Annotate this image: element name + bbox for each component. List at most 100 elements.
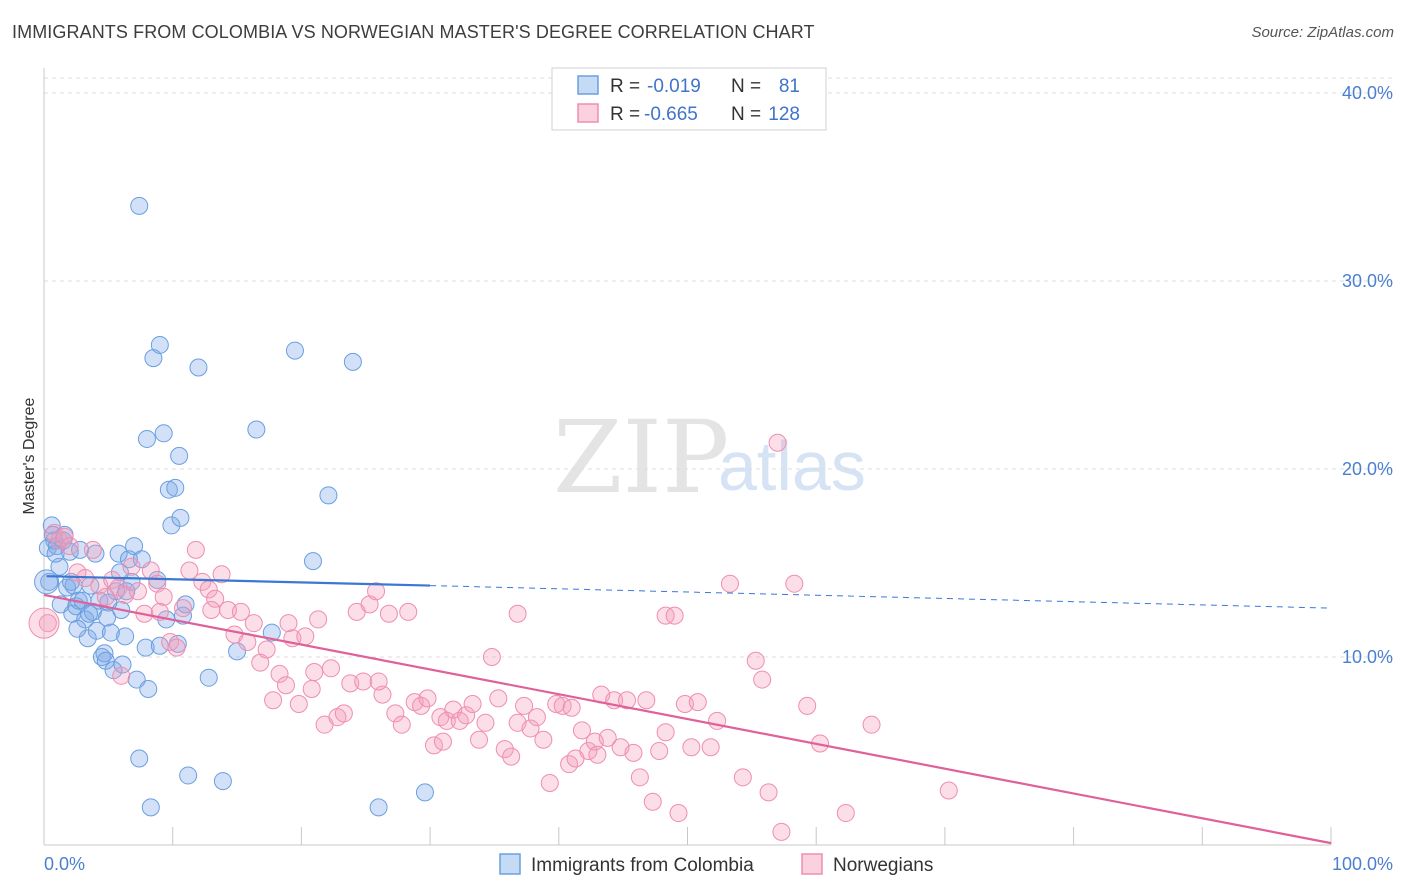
point-norwegians <box>489 689 508 708</box>
legend-r-value-colombia: -0.019 <box>647 76 701 97</box>
bottom-legend-swatch-norwegians <box>801 853 823 875</box>
point-colombia <box>125 537 144 556</box>
point-norwegians <box>424 736 443 755</box>
point-norwegians <box>759 783 778 802</box>
point-colombia <box>136 638 155 657</box>
point-norwegians <box>643 792 662 811</box>
point-colombia <box>87 621 106 640</box>
point-norwegians <box>167 638 186 657</box>
trend-line-colombia <box>46 575 431 587</box>
point-norwegians <box>122 557 141 576</box>
point-norwegians <box>733 768 752 787</box>
point-norwegians <box>588 745 607 764</box>
point-norwegians <box>502 747 521 766</box>
point-norwegians <box>534 730 553 749</box>
point-norwegians <box>212 565 231 584</box>
trend-lines <box>43 575 1332 845</box>
legend-swatch-norwegians <box>577 103 599 123</box>
y-tick-labels: 10.0% 20.0% 30.0% 40.0% <box>1342 83 1393 667</box>
point-colombia <box>166 478 185 497</box>
point-colombia <box>109 544 128 563</box>
legend-n-label-norwegians: N = <box>731 104 761 125</box>
point-colombia <box>179 766 198 785</box>
point-norwegians <box>60 537 79 556</box>
point-colombia <box>110 563 129 582</box>
point-colombia <box>68 619 87 638</box>
point-norwegians <box>418 689 437 708</box>
y-tick-label: 20.0% <box>1342 459 1393 479</box>
point-norwegians <box>392 715 411 734</box>
legend-n-value-colombia: 81 <box>779 76 800 97</box>
point-norwegians <box>379 604 398 623</box>
point-norwegians <box>521 719 540 738</box>
point-norwegians <box>251 653 270 672</box>
legend-bottom: Immigrants from Colombia Norwegians <box>499 853 933 876</box>
bottom-legend-swatch-colombia <box>499 853 521 875</box>
bottom-legend-label-colombia: Immigrants from Colombia <box>531 855 754 876</box>
point-norwegians <box>270 664 289 683</box>
point-norwegians <box>83 540 102 559</box>
point-norwegians <box>508 604 527 623</box>
point-norwegians <box>369 672 388 691</box>
y-axis-label: Master's Degree <box>21 397 38 514</box>
y-tick-label: 30.0% <box>1342 271 1393 291</box>
point-norwegians <box>279 614 298 633</box>
point-colombia <box>415 783 434 802</box>
point-norwegians <box>399 602 418 621</box>
point-colombia <box>285 341 304 360</box>
point-norwegians <box>753 670 772 689</box>
point-colombia <box>96 651 115 670</box>
point-colombia <box>319 486 338 505</box>
point-colombia <box>71 540 90 559</box>
point-norwegians <box>360 595 379 614</box>
chart-title: IMMIGRANTS FROM COLOMBIA VS NORWEGIAN MA… <box>12 22 815 42</box>
point-norwegians <box>186 540 205 559</box>
point-colombia <box>42 516 61 535</box>
point-colombia <box>78 629 97 648</box>
point-norwegians <box>836 804 855 823</box>
point-norwegians <box>482 648 501 667</box>
point-norwegians <box>785 574 804 593</box>
point-colombia <box>150 335 169 354</box>
point-colombia <box>130 196 149 215</box>
point-norwegians <box>334 704 353 723</box>
point-norwegians <box>630 768 649 787</box>
point-colombia <box>247 420 266 439</box>
point-norwegians <box>669 804 688 823</box>
legend-top: R = -0.019 N = 81 R = -0.665 N = 128 <box>551 67 827 131</box>
point-norwegians <box>553 696 572 715</box>
point-norwegians <box>665 606 684 625</box>
point-norwegians <box>96 587 115 606</box>
point-colombia <box>34 569 60 595</box>
trend-line-colombia-extension <box>430 585 1332 609</box>
point-colombia <box>303 552 322 571</box>
point-norwegians <box>202 601 221 620</box>
point-norwegians <box>173 599 192 618</box>
legend-swatch-colombia <box>577 75 599 95</box>
point-norwegians <box>772 822 791 841</box>
point-norwegians <box>939 781 958 800</box>
point-norwegians <box>682 738 701 757</box>
bottom-legend-label-norwegians: Norwegians <box>833 855 933 876</box>
point-colombia <box>154 424 173 443</box>
point-colombia <box>199 668 218 687</box>
point-norwegians <box>296 627 315 646</box>
point-colombia <box>343 352 362 371</box>
point-norwegians <box>579 742 598 761</box>
point-norwegians <box>257 640 276 659</box>
point-colombia <box>189 358 208 377</box>
y-tick-label: 10.0% <box>1342 647 1393 667</box>
point-colombia <box>170 446 189 465</box>
point-colombia <box>137 429 156 448</box>
source-credit: Source: ZipAtlas.com <box>1251 24 1394 41</box>
point-norwegians <box>457 706 476 725</box>
point-colombia <box>171 508 190 527</box>
point-norwegians <box>598 728 617 747</box>
point-norwegians <box>112 666 131 685</box>
point-colombia <box>116 627 135 646</box>
trend-line-norwegians <box>43 593 1332 845</box>
point-norwegians <box>701 738 720 757</box>
point-norwegians <box>244 614 263 633</box>
point-norwegians <box>720 574 739 593</box>
